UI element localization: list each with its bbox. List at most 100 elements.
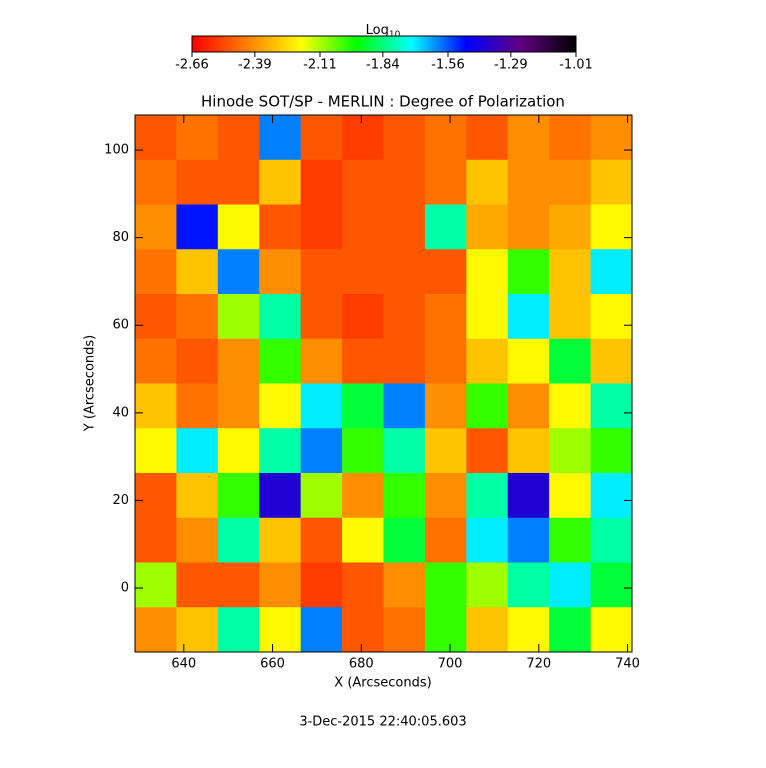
heatmap-cell [507, 473, 550, 519]
heatmap-cell [424, 383, 467, 429]
heatmap-cell [590, 562, 633, 608]
heatmap-cell [424, 338, 467, 384]
heatmap-cell [383, 249, 426, 295]
heatmap-cell [135, 562, 177, 608]
heatmap-cell [135, 204, 177, 250]
heatmap-cell [383, 338, 426, 384]
heatmap-cell [217, 204, 260, 250]
heatmap-cell [217, 517, 260, 563]
heatmap-cell [217, 294, 260, 340]
heatmap-cell [217, 562, 260, 608]
heatmap-cell [217, 428, 260, 474]
heatmap-cell [135, 473, 177, 519]
heatmap-cell [549, 517, 592, 563]
heatmap-cell [176, 294, 219, 340]
heatmap-cell [466, 115, 509, 161]
heatmap-cell [549, 562, 592, 608]
heatmap-cell [507, 204, 550, 250]
heatmap-cell [135, 383, 177, 429]
heatmap-cell [217, 473, 260, 519]
heatmap-cell [342, 204, 384, 250]
x-tick-label: 660 [260, 657, 285, 672]
heatmap-cell [135, 607, 177, 653]
heatmap-cell [217, 338, 260, 384]
heatmap-cell [507, 428, 550, 474]
heatmap-cell [217, 383, 260, 429]
heatmap-cell [300, 562, 343, 608]
y-tick-label: 80 [112, 230, 129, 245]
heatmap-cell [424, 159, 467, 205]
x-tick-label: 680 [349, 657, 374, 672]
heatmap-cell [424, 294, 467, 340]
heatmap-cell [507, 294, 550, 340]
heatmap-cell [466, 249, 509, 295]
heatmap-cell [259, 428, 302, 474]
heatmap-cell [135, 517, 177, 563]
heatmap-cell [590, 383, 633, 429]
heatmap-cell [135, 294, 177, 340]
heatmap-cell [549, 294, 592, 340]
heatmap-cell [590, 159, 633, 205]
x-axis-label: X (Arcseconds) [334, 676, 431, 691]
colorbar-label: Log10 [366, 23, 401, 40]
heatmap-cell [466, 338, 509, 384]
x-tick-label: 640 [171, 657, 196, 672]
heatmap-cell [135, 159, 177, 205]
heatmap-cell [507, 249, 550, 295]
heatmap-cell [259, 338, 302, 384]
heatmap-cell [590, 249, 633, 295]
heatmap-cell [176, 562, 219, 608]
colorbar-tick-label: -1.56 [431, 58, 465, 73]
x-tick-label: 700 [438, 657, 463, 672]
x-tick-label: 720 [526, 657, 551, 672]
heatmap-cell [383, 517, 426, 563]
heatmap-cell [135, 428, 177, 474]
heatmap-cell [549, 204, 592, 250]
heatmap-cell [549, 428, 592, 474]
heatmap-cell [466, 517, 509, 563]
heatmap-cell [300, 607, 343, 653]
heatmap-cell [300, 115, 343, 161]
heatmap-cell [424, 607, 467, 653]
heatmap-cell [176, 204, 219, 250]
plot-frame [134, 114, 633, 653]
y-tick-label: 40 [112, 405, 129, 420]
y-tick-label: 0 [121, 581, 129, 596]
heatmap-cell [424, 249, 467, 295]
heatmap-cell [135, 249, 177, 295]
heatmap-cell [217, 115, 260, 161]
heatmap-cell [507, 383, 550, 429]
y-axis-label: Y (Arcseconds) [83, 335, 98, 432]
heatmap-cell [383, 294, 426, 340]
heatmap-cell [300, 338, 343, 384]
heatmap-cell [549, 473, 592, 519]
heatmap-cell [590, 517, 633, 563]
y-tick-label: 100 [104, 143, 129, 158]
heatmap-cell [466, 473, 509, 519]
heatmap-cell [549, 115, 592, 161]
heatmap-cell [507, 338, 550, 384]
heatmap-cell [176, 517, 219, 563]
heatmap-cell [507, 159, 550, 205]
heatmap-cell [466, 294, 509, 340]
heatmap-cell [342, 607, 384, 653]
heatmap-cell [424, 473, 467, 519]
heatmap-cell [342, 249, 384, 295]
heatmap-cell [300, 249, 343, 295]
heatmap-cell [549, 159, 592, 205]
heatmap-cell [424, 562, 467, 608]
heatmap-cell [590, 428, 633, 474]
colorbar-tick-label: -1.84 [366, 58, 400, 73]
y-tick-label: 60 [112, 318, 129, 333]
heatmap-cell [590, 115, 633, 161]
heatmap-cell [342, 159, 384, 205]
heatmap-cell [217, 249, 260, 295]
heatmap-cell [259, 115, 302, 161]
heatmap-cell [259, 159, 302, 205]
heatmap-cell [300, 159, 343, 205]
heatmap-cell [424, 204, 467, 250]
heatmap-cell [549, 249, 592, 295]
colorbar-tick-label: -2.39 [238, 58, 272, 73]
heatmap-cell [342, 294, 384, 340]
heatmap-cell [342, 428, 384, 474]
